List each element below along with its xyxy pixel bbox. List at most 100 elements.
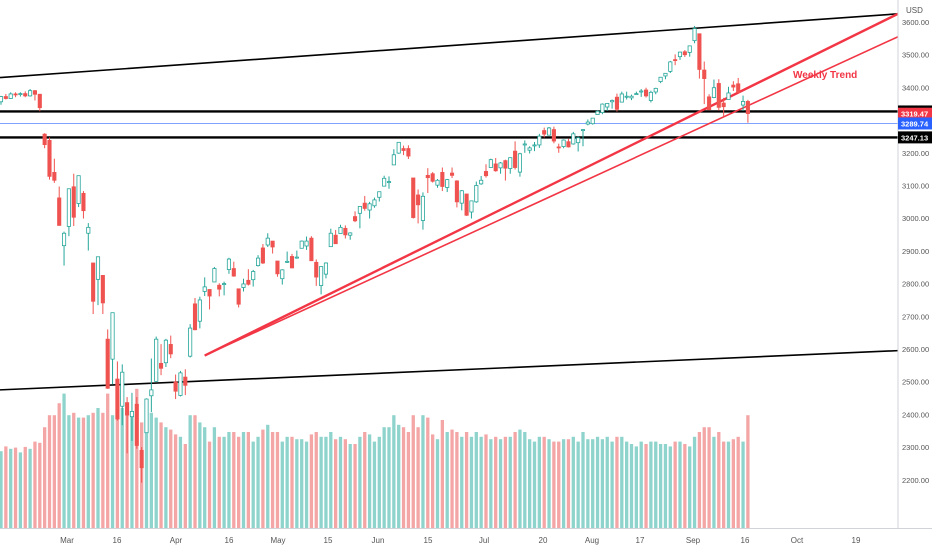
volume-bar <box>625 441 629 528</box>
candle-body <box>420 195 425 221</box>
time-tick-label: Aug <box>585 536 599 545</box>
volume-bar <box>683 444 687 528</box>
volume-bar <box>169 429 173 528</box>
volume-bar <box>494 436 498 528</box>
time-tick-label: Jun <box>372 536 385 545</box>
time-tick-label: Mar <box>60 536 74 545</box>
volume-bar <box>4 446 8 528</box>
volume-bar <box>173 434 178 528</box>
volume-bar <box>0 451 3 528</box>
price-tick-label: 2900.00 <box>902 247 929 256</box>
volume-bar <box>736 436 740 528</box>
candle-body <box>241 283 246 288</box>
candle-body <box>71 186 76 218</box>
time-tick-label: 19 <box>852 536 861 545</box>
candle-body <box>416 194 421 206</box>
volume-bar <box>130 412 134 528</box>
volume-bar <box>421 415 425 528</box>
volume-bar <box>518 429 522 528</box>
volume-bar <box>644 444 648 528</box>
volume-bar <box>266 424 270 528</box>
volume-bar <box>270 432 275 528</box>
candle-body <box>42 133 47 146</box>
candle-body <box>493 163 498 172</box>
volume-bar <box>610 441 614 528</box>
candle-body <box>260 247 265 264</box>
candle-body <box>115 378 120 420</box>
volume-bar <box>702 427 706 528</box>
candle-body <box>711 87 716 98</box>
volume-bar <box>431 434 435 528</box>
candle-body <box>328 232 333 248</box>
candle-body <box>285 260 290 263</box>
candle-body <box>255 257 261 267</box>
candle-body <box>716 83 721 108</box>
volume-bar <box>658 444 663 528</box>
candle-body <box>566 141 571 148</box>
volume-bar <box>382 427 386 528</box>
volume-bar <box>634 446 638 528</box>
volume-bar <box>62 393 66 528</box>
candle-body <box>110 312 115 360</box>
candle-body <box>144 398 149 434</box>
volume-bar <box>110 415 115 528</box>
time-tick-label: Jul <box>479 536 489 545</box>
candle-body <box>576 137 581 144</box>
price-tick-label: 2300.00 <box>902 443 929 452</box>
volume-bar <box>508 436 512 528</box>
candle-body <box>154 338 159 382</box>
volume-bar <box>595 436 600 528</box>
volume-bar <box>503 436 508 528</box>
volume-bar <box>28 448 32 528</box>
volume-bar <box>178 436 183 528</box>
trendline-trend-2 <box>204 35 899 357</box>
candle-body <box>527 147 532 151</box>
candle-body <box>391 154 396 166</box>
volume-bar <box>33 441 37 528</box>
candle-body <box>47 139 52 177</box>
volume-bar <box>358 436 362 528</box>
price-tick-label: 2500.00 <box>902 378 929 387</box>
candle-body <box>648 91 653 101</box>
candle-body <box>469 200 474 213</box>
volume-bar <box>154 417 158 528</box>
candle-body <box>658 76 663 82</box>
candle-body <box>449 172 455 176</box>
candle-body <box>532 144 537 147</box>
price-tick-label: 2400.00 <box>902 410 929 419</box>
volume-bar <box>237 436 241 528</box>
candle-body <box>95 256 101 280</box>
volume-bar <box>295 439 299 528</box>
volume-bar <box>300 439 304 528</box>
candle-body <box>57 197 62 226</box>
volume-bar <box>673 441 677 528</box>
time-tick-label: Oct <box>791 536 804 545</box>
candle-body <box>183 376 188 386</box>
candle-body <box>726 92 731 100</box>
candle-body <box>435 179 440 186</box>
candle-body <box>275 260 280 275</box>
candle-body <box>454 180 459 203</box>
candle-body <box>677 51 683 58</box>
candle-body <box>639 90 644 93</box>
candle-body <box>231 268 236 277</box>
candle-body <box>595 110 600 115</box>
volume-bar <box>557 441 561 528</box>
candle-body <box>333 234 338 245</box>
candle-body <box>682 51 687 56</box>
candle-body <box>236 288 241 305</box>
candle-body <box>299 240 304 249</box>
candle-body <box>222 283 227 286</box>
volume-bar <box>397 424 401 528</box>
candle-body <box>343 227 348 236</box>
volume-bar <box>668 446 672 528</box>
candle-body <box>62 232 67 247</box>
volume-bar <box>547 439 551 528</box>
candle-body <box>551 129 556 142</box>
candle-body <box>129 411 135 418</box>
volume-bar <box>275 432 280 528</box>
volume-bar <box>678 441 682 528</box>
candle-body <box>503 160 508 169</box>
volume-bar <box>135 388 139 528</box>
